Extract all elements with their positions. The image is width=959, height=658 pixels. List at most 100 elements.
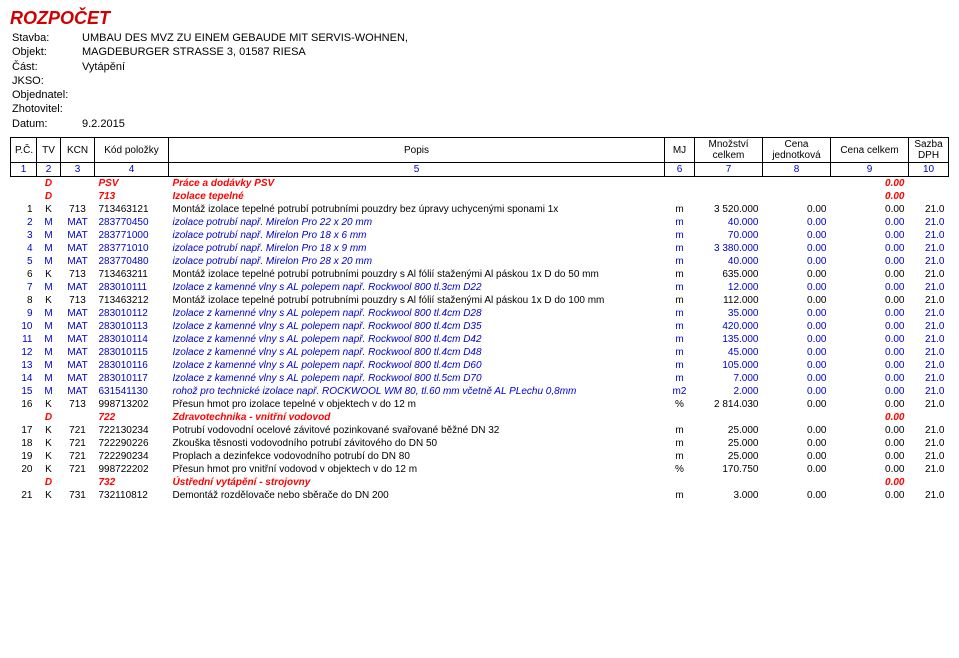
cell-cc: 0.00 [831, 190, 909, 203]
cell-cc: 0.00 [831, 216, 909, 229]
cell-tv: M [37, 346, 61, 359]
colnum-2: 2 [37, 163, 61, 177]
cell-mj: m [665, 346, 695, 359]
cell-cc: 0.00 [831, 463, 909, 476]
cell-kod: 722 [95, 411, 169, 424]
cell-popis: izolace potrubí např. Mirelon Pro 18 x 6… [169, 229, 665, 242]
cell-pc: 20 [11, 463, 37, 476]
cell-mj: m [665, 333, 695, 346]
cell-cc: 0.00 [831, 333, 909, 346]
cell-cc: 0.00 [831, 489, 909, 502]
cell-mn: 170.750 [695, 463, 763, 476]
cell-popis: Izolace z kamenné vlny s AL polepem např… [169, 320, 665, 333]
cell-cc: 0.00 [831, 203, 909, 216]
cell-cc: 0.00 [831, 385, 909, 398]
cell-pc: 14 [11, 372, 37, 385]
cell-popis: izolace potrubí např. Mirelon Pro 28 x 2… [169, 255, 665, 268]
colnum-8: 8 [763, 163, 831, 177]
cell-cj: 0.00 [763, 242, 831, 255]
cell-kod: 998713202 [95, 398, 169, 411]
colnum-5: 5 [169, 163, 665, 177]
cell-mn: 3.000 [695, 489, 763, 502]
col-mnozstvi: Množství celkem [695, 138, 763, 163]
cell-cc: 0.00 [831, 411, 909, 424]
cell-cj: 0.00 [763, 229, 831, 242]
cell-popis: Potrubí vodovodní ocelové závitové pozin… [169, 424, 665, 437]
cell-popis: rohož pro technické izolace např. ROCKWO… [169, 385, 665, 398]
table-row: 9MMAT283010112Izolace z kamenné vlny s A… [11, 307, 949, 320]
cell-kod: 283010112 [95, 307, 169, 320]
cell-mn: 3 380.000 [695, 242, 763, 255]
cell-tv: M [37, 255, 61, 268]
col-tv: TV [37, 138, 61, 163]
cell-kod: 732110812 [95, 489, 169, 502]
cell-mn: 35.000 [695, 307, 763, 320]
cell-tv: K [37, 398, 61, 411]
cell-pc: 8 [11, 294, 37, 307]
cell-kod: 631541130 [95, 385, 169, 398]
colnum-4: 4 [95, 163, 169, 177]
table-row: 18K721722290226Zkouška těsnosti vodovodn… [11, 437, 949, 450]
cell-mj: % [665, 463, 695, 476]
header-block: Stavba: UMBAU DES MVZ ZU EINEM GEBAUDE M… [10, 31, 410, 131]
cell-kcn: MAT [61, 307, 95, 320]
cell-popis: Přesun hmot pro vnitřní vodovod v objekt… [169, 463, 665, 476]
cell-popis: Montáž izolace tepelné potrubí potrubním… [169, 203, 665, 216]
cell-dph: 21.0 [909, 216, 949, 229]
cell-pc: 7 [11, 281, 37, 294]
cell-popis: Zdravotechnika - vnitřní vodovod [169, 411, 665, 424]
cell-tv: M [37, 229, 61, 242]
cell-dph: 21.0 [909, 489, 949, 502]
cell-tv: M [37, 320, 61, 333]
cell-kcn: MAT [61, 229, 95, 242]
table-row: 10MMAT283010113Izolace z kamenné vlny s … [11, 320, 949, 333]
cell-mj: m [665, 229, 695, 242]
value-objednatel [80, 88, 410, 102]
cell-dph: 21.0 [909, 320, 949, 333]
cell-pc: 13 [11, 359, 37, 372]
cell-kod: 722290234 [95, 450, 169, 463]
cell-mn: 112.000 [695, 294, 763, 307]
table-row: 19K721722290234Proplach a dezinfekce vod… [11, 450, 949, 463]
cell-cc: 0.00 [831, 372, 909, 385]
cell-cc: 0.00 [831, 450, 909, 463]
cell-mn: 25.000 [695, 450, 763, 463]
cell-kcn: MAT [61, 216, 95, 229]
colnum-3: 3 [61, 163, 95, 177]
cell-kcn: MAT [61, 242, 95, 255]
cell-kod: 713463211 [95, 268, 169, 281]
label-objednatel: Objednatel: [10, 88, 80, 102]
cell-dph: 21.0 [909, 372, 949, 385]
cell-tv: K [37, 450, 61, 463]
cell-kcn: MAT [61, 385, 95, 398]
cell-tv: M [37, 333, 61, 346]
cell-cj: 0.00 [763, 307, 831, 320]
cell-kcn: 721 [61, 463, 95, 476]
cell-cc: 0.00 [831, 476, 909, 489]
cell-tv: D [37, 190, 61, 203]
cell-kcn: MAT [61, 359, 95, 372]
cell-mj: m [665, 489, 695, 502]
cell-popis: Izolace z kamenné vlny s AL polepem např… [169, 359, 665, 372]
col-pc: P.Č. [11, 138, 37, 163]
cell-tv: K [37, 463, 61, 476]
cell-kod: 283770480 [95, 255, 169, 268]
cell-kod: 722130234 [95, 424, 169, 437]
cell-popis: izolace potrubí např. Mirelon Pro 18 x 9… [169, 242, 665, 255]
cell-cc: 0.00 [831, 255, 909, 268]
cell-popis: Izolace z kamenné vlny s AL polepem např… [169, 333, 665, 346]
cell-mn: 40.000 [695, 255, 763, 268]
cell-cj: 0.00 [763, 255, 831, 268]
cell-pc: 3 [11, 229, 37, 242]
cell-cc: 0.00 [831, 424, 909, 437]
cell-pc: 15 [11, 385, 37, 398]
cell-cj: 0.00 [763, 281, 831, 294]
col-popis: Popis [169, 138, 665, 163]
cell-cj: 0.00 [763, 320, 831, 333]
cell-pc: 9 [11, 307, 37, 320]
section-row: D732Ústřední vytápění - strojovny0.00 [11, 476, 949, 489]
cell-mj: m [665, 281, 695, 294]
cell-cj: 0.00 [763, 450, 831, 463]
cell-cc: 0.00 [831, 307, 909, 320]
cell-mj: m [665, 255, 695, 268]
